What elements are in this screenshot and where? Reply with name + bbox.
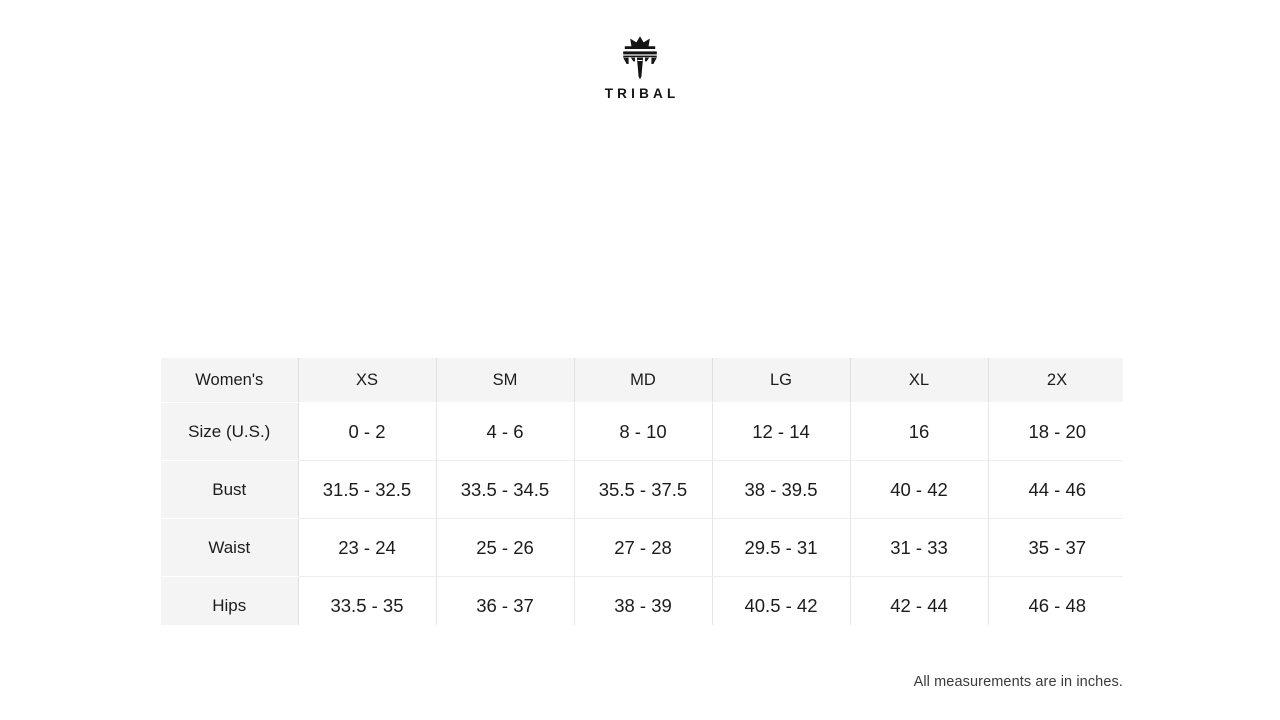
cell-hips-md: 38 - 39 bbox=[574, 576, 713, 625]
cell-bust-xl: 40 - 42 bbox=[850, 460, 989, 519]
tribal-crown-logo-icon bbox=[623, 36, 657, 80]
column-header-2x: 2X bbox=[988, 358, 1123, 403]
cell-bust-lg: 38 - 39.5 bbox=[712, 460, 851, 519]
column-header-xl: XL bbox=[850, 358, 989, 403]
table-row: Bust 31.5 - 32.5 33.5 - 34.5 35.5 - 37.5… bbox=[161, 460, 1123, 519]
cell-bust-2x: 44 - 46 bbox=[988, 460, 1123, 519]
column-header-category: Women's bbox=[161, 358, 299, 403]
cell-hips-lg: 40.5 - 42 bbox=[712, 576, 851, 625]
brand-logo: TRIBAL bbox=[0, 34, 1280, 101]
row-header-waist: Waist bbox=[161, 518, 299, 577]
cell-waist-lg: 29.5 - 31 bbox=[712, 518, 851, 577]
table-row: Size (U.S.) 0 - 2 4 - 6 8 - 10 12 - 14 1… bbox=[161, 402, 1123, 461]
cell-size-md: 8 - 10 bbox=[574, 402, 713, 461]
cell-size-xs: 0 - 2 bbox=[298, 402, 437, 461]
cell-waist-xs: 23 - 24 bbox=[298, 518, 437, 577]
cell-waist-2x: 35 - 37 bbox=[988, 518, 1123, 577]
cell-waist-xl: 31 - 33 bbox=[850, 518, 989, 577]
table-row: Waist 23 - 24 25 - 26 27 - 28 29.5 - 31 … bbox=[161, 518, 1123, 577]
row-header-hips: Hips bbox=[161, 576, 299, 625]
cell-waist-sm: 25 - 26 bbox=[436, 518, 575, 577]
table-row: Hips 33.5 - 35 36 - 37 38 - 39 40.5 - 42… bbox=[161, 576, 1123, 625]
size-chart-table-container: Women's XS SM MD LG XL 2X Size (U.S.) 0 … bbox=[161, 358, 1123, 625]
column-header-xs: XS bbox=[298, 358, 437, 403]
cell-hips-sm: 36 - 37 bbox=[436, 576, 575, 625]
cell-bust-md: 35.5 - 37.5 bbox=[574, 460, 713, 519]
cell-size-lg: 12 - 14 bbox=[712, 402, 851, 461]
brand-wordmark: TRIBAL bbox=[604, 86, 680, 101]
cell-hips-2x: 46 - 48 bbox=[988, 576, 1123, 625]
table-header-row: Women's XS SM MD LG XL 2X bbox=[161, 358, 1123, 403]
cell-waist-md: 27 - 28 bbox=[574, 518, 713, 577]
size-chart-table: Women's XS SM MD LG XL 2X Size (U.S.) 0 … bbox=[161, 358, 1123, 625]
row-header-bust: Bust bbox=[161, 460, 299, 519]
column-header-md: MD bbox=[574, 358, 713, 403]
cell-hips-xl: 42 - 44 bbox=[850, 576, 989, 625]
cell-bust-sm: 33.5 - 34.5 bbox=[436, 460, 575, 519]
cell-bust-xs: 31.5 - 32.5 bbox=[298, 460, 437, 519]
cell-hips-xs: 33.5 - 35 bbox=[298, 576, 437, 625]
cell-size-2x: 18 - 20 bbox=[988, 402, 1123, 461]
column-header-lg: LG bbox=[712, 358, 851, 403]
measurement-units-note: All measurements are in inches. bbox=[913, 674, 1123, 690]
cell-size-sm: 4 - 6 bbox=[436, 402, 575, 461]
cell-size-xl: 16 bbox=[850, 402, 989, 461]
row-header-size: Size (U.S.) bbox=[161, 402, 299, 461]
column-header-sm: SM bbox=[436, 358, 575, 403]
